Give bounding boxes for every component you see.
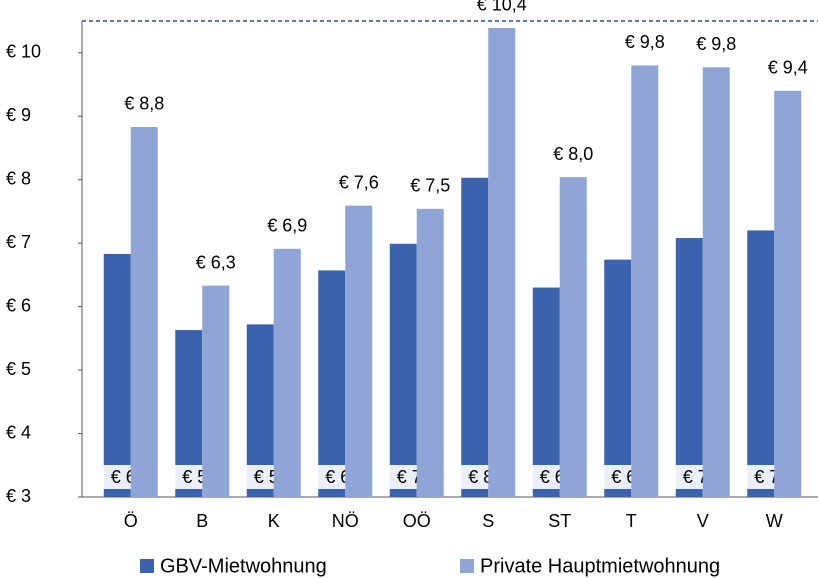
y-tick-label: € 9 <box>6 105 31 125</box>
x-tick-label: ST <box>548 511 571 531</box>
x-tick-label: Ö <box>124 511 138 531</box>
x-tick-label: NÖ <box>332 511 359 531</box>
y-tick-label: € 7 <box>6 232 31 252</box>
value-label-box <box>324 172 393 195</box>
value-label: € 10,4 <box>477 0 527 15</box>
bar <box>416 208 444 497</box>
y-tick-label: € 3 <box>6 486 31 506</box>
value-label-box <box>181 252 250 275</box>
x-tick-label: OÖ <box>403 511 431 531</box>
value-label: € 6,9 <box>267 216 307 236</box>
x-tick-label: S <box>482 511 494 531</box>
value-label-box <box>539 144 608 167</box>
bar <box>345 205 373 498</box>
y-tick-label: € 4 <box>6 422 31 442</box>
value-label-box <box>610 32 679 55</box>
value-label-box <box>753 57 818 80</box>
value-label: € 8,8 <box>124 94 164 114</box>
bar <box>488 27 516 498</box>
bar <box>559 177 587 498</box>
value-label: € 7,5 <box>410 176 450 196</box>
legend-label: Private Hauptmietwohnung <box>480 555 720 577</box>
y-tick-label: € 6 <box>6 295 31 315</box>
legend-label: GBV-Mietwohnung <box>160 555 327 577</box>
bar <box>774 90 802 498</box>
y-tick-label: € 5 <box>6 359 31 379</box>
bar <box>631 65 659 497</box>
value-label: € 8,0 <box>553 144 593 164</box>
bar <box>103 253 131 497</box>
x-tick-label: V <box>697 511 709 531</box>
value-label: € 6,3 <box>196 252 236 272</box>
x-tick-label: W <box>766 511 783 531</box>
value-label-box <box>396 175 465 198</box>
x-tick-label: T <box>626 511 637 531</box>
bar <box>273 248 301 497</box>
bar <box>389 243 417 497</box>
bar <box>130 126 158 498</box>
value-label-box <box>682 34 751 57</box>
bar <box>604 259 632 497</box>
bar <box>202 285 230 497</box>
legend-swatch <box>460 559 474 573</box>
bar <box>532 287 560 497</box>
y-tick-label: € 10 <box>6 41 41 61</box>
x-tick-label: B <box>196 511 208 531</box>
value-label-box <box>253 215 322 238</box>
value-label: € 9,8 <box>696 34 736 54</box>
value-label-box <box>110 93 179 116</box>
value-label: € 9,8 <box>625 32 665 52</box>
bar <box>461 177 489 497</box>
y-tick-label: € 8 <box>6 168 31 188</box>
bar <box>747 230 775 497</box>
value-label: € 7,6 <box>339 172 379 192</box>
bar <box>702 67 730 498</box>
bar <box>318 270 346 497</box>
value-label: € 9,4 <box>768 58 808 78</box>
value-label-box <box>467 0 536 17</box>
legend-swatch <box>140 559 154 573</box>
x-tick-label: K <box>268 511 280 531</box>
bar <box>675 238 703 497</box>
